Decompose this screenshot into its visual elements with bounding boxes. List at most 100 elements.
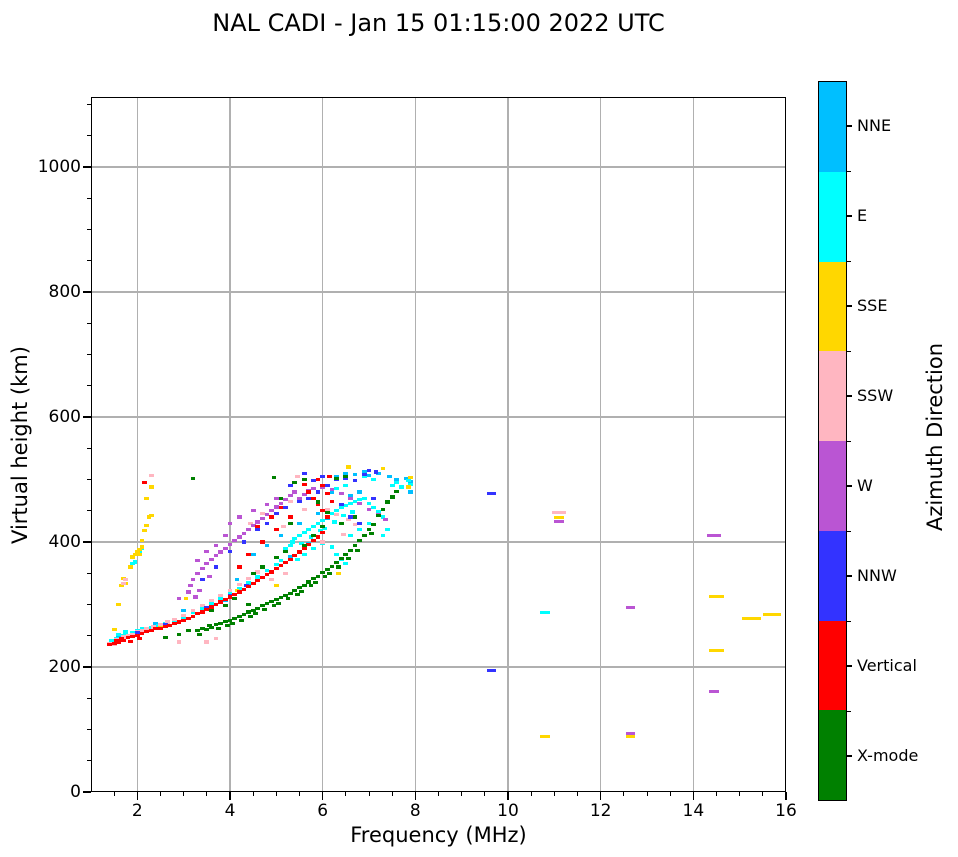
scatter-point-nnw (297, 499, 302, 503)
scatter-point-ssw (246, 576, 251, 580)
scatter-point-w (630, 732, 636, 736)
scatter-point-x-mode (216, 626, 221, 630)
scatter-point-x-mode (311, 577, 316, 581)
scatter-point-e (334, 486, 339, 490)
scatter-point-w (260, 516, 265, 520)
scatter-point-ssw (121, 581, 126, 585)
scatter-point-nne (153, 621, 159, 625)
scatter-point-nnw (204, 606, 210, 610)
scatter-point-x-mode (287, 521, 293, 525)
colorbar-segment-w (819, 441, 846, 531)
scatter-point-nnw (348, 515, 353, 519)
scatter-point-x-mode (334, 476, 339, 480)
scatter-point-x-mode (285, 597, 291, 601)
scatter-point-e (343, 484, 349, 488)
scatter-point-nnw (338, 502, 344, 507)
scatter-point-sse (141, 529, 147, 533)
scatter-point-e (329, 512, 335, 516)
scatter-point-e (380, 534, 386, 538)
scatter-point-nnw (371, 496, 377, 500)
scatter-point-w (250, 509, 256, 513)
scatter-point-x-mode (329, 564, 335, 568)
scatter-point-nnw (199, 577, 205, 582)
scatter-point-ssw (551, 511, 557, 515)
scatter-point-e (343, 504, 349, 508)
scatter-point-w (716, 534, 722, 538)
scatter-point-e (132, 560, 138, 564)
scatter-point-ssw (341, 532, 346, 537)
scatter-point-nne (287, 555, 293, 559)
scatter-point-nnw (357, 521, 363, 525)
scatter-point-x-mode (371, 522, 377, 527)
x-tick-label: 10 (497, 801, 519, 821)
x-tick (136, 792, 139, 800)
scatter-point-x-mode (218, 621, 224, 625)
scatter-point-sse (709, 649, 715, 653)
colorbar-tick (847, 215, 852, 217)
scatter-point-x-mode (232, 596, 238, 600)
scatter-point-e (116, 632, 122, 637)
scatter-point-e (264, 569, 270, 573)
scatter-point-x-mode (343, 552, 349, 557)
scatter-point-x-mode (380, 507, 386, 512)
scatter-point-e (350, 510, 356, 514)
colorbar-tick-label: NNW (857, 566, 897, 585)
scatter-point-x-mode (301, 583, 307, 587)
scatter-point-sse (709, 594, 715, 598)
scatter-point-vertical (236, 565, 242, 569)
scatter-point-e (292, 537, 298, 541)
scatter-point-ssw (324, 507, 330, 512)
scatter-point-sse (148, 514, 154, 518)
scatter-point-w (366, 507, 372, 512)
scatter-point-x-mode (361, 534, 367, 538)
scatter-point-e (366, 501, 372, 505)
scatter-point-vertical (311, 539, 316, 543)
scatter-point-w (190, 577, 196, 582)
scatter-point-x-mode (260, 565, 265, 569)
scatter-point-nnw (352, 479, 358, 483)
scatter-point-ssw (320, 540, 326, 544)
scatter-point-e (130, 631, 136, 635)
scatter-point-x-mode (199, 626, 205, 630)
scatter-point-vertical (213, 602, 219, 607)
scatter-point-ssw (556, 511, 562, 515)
scatter-point-e (199, 607, 205, 611)
scatter-point-vertical (190, 614, 196, 618)
scatter-point-e (109, 638, 115, 642)
scatter-point-vertical (311, 496, 316, 500)
scatter-point-x-mode (283, 549, 288, 553)
colorbar-tick (847, 395, 852, 397)
scatter-point-ssw (139, 629, 145, 633)
scatter-point-vertical (199, 610, 205, 614)
x-minor-tick (113, 792, 115, 796)
scatter-point-x-mode (222, 619, 228, 623)
scatter-point-ssw (352, 522, 358, 527)
x-minor-tick (275, 792, 277, 796)
scatter-point-nne (357, 490, 363, 494)
scatter-point-x-mode (232, 616, 238, 620)
scatter-point-sse (408, 476, 414, 480)
colorbar-segment-e (819, 171, 846, 262)
scatter-point-w (292, 490, 298, 494)
scatter-point-vertical (283, 561, 288, 565)
scatter-point-x-mode (225, 624, 231, 628)
colorbar-boundary-tick (847, 440, 851, 442)
scatter-point-vertical (255, 579, 261, 583)
scatter-point-sse (405, 485, 411, 489)
scatter-point-ssw (287, 499, 293, 503)
scatter-point-sse (776, 612, 782, 617)
y-tick-label: 1000 (37, 157, 81, 177)
scatter-point-x-mode (287, 591, 293, 595)
x-minor-tick (345, 792, 347, 796)
scatter-point-e (123, 630, 129, 634)
scatter-point-vertical (315, 535, 321, 539)
scatter-point-ssw (280, 524, 286, 528)
scatter-point-w (558, 519, 564, 523)
scatter-point-sse (132, 552, 138, 557)
scatter-point-sse (544, 734, 550, 738)
scatter-point-x-mode (355, 548, 360, 552)
scatter-point-vertical (107, 642, 112, 647)
scatter-point-x-mode (348, 548, 353, 552)
scatter-point-x-mode (292, 589, 298, 593)
scatter-point-w (241, 531, 247, 535)
